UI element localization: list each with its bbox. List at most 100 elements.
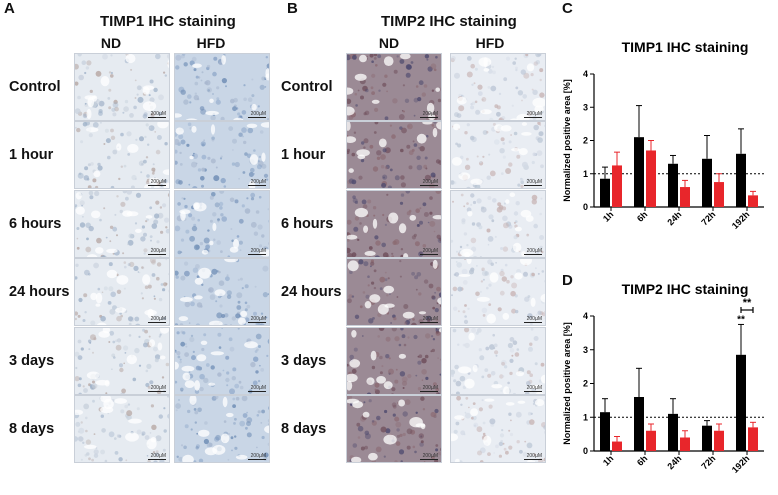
micrograph-tile: 200µM bbox=[174, 258, 270, 326]
scale-bar-label: 200µM bbox=[250, 453, 266, 459]
bar-nd bbox=[600, 178, 610, 207]
scale-bar-line bbox=[148, 322, 166, 323]
y-tick-label: 2 bbox=[583, 136, 588, 146]
bar-hfd bbox=[612, 165, 622, 207]
significance-label: ** bbox=[743, 297, 752, 309]
panel-a-row-label: Control bbox=[9, 79, 61, 95]
panel-b-row-label: 1 hour bbox=[281, 147, 326, 163]
micrograph-tile: 200µM bbox=[174, 53, 270, 121]
panel-b-title: TIMP2 IHC staining bbox=[381, 13, 517, 30]
scale-bar: 200µM bbox=[524, 454, 542, 460]
tissue-texture bbox=[451, 54, 545, 120]
scale-bar-label: 200µM bbox=[526, 316, 542, 322]
y-tick-label: 4 bbox=[583, 311, 588, 321]
micrograph-tile: 200µM bbox=[74, 327, 170, 395]
tissue-texture bbox=[75, 396, 169, 462]
bar-hfd bbox=[748, 195, 758, 207]
micrograph-tile: 200µM bbox=[74, 121, 170, 189]
micrograph-tile: 200µM bbox=[346, 395, 442, 463]
bar-nd bbox=[702, 425, 712, 451]
bar-nd bbox=[668, 163, 678, 207]
micrograph-tile: 200µM bbox=[346, 121, 442, 189]
tissue-texture bbox=[175, 259, 269, 325]
bar-hfd bbox=[646, 150, 656, 207]
scale-bar-label: 200µM bbox=[526, 385, 542, 391]
scale-bar-line bbox=[248, 117, 266, 118]
scale-bar-line bbox=[420, 391, 438, 392]
panel-b-row-label: 6 hours bbox=[281, 216, 334, 232]
micrograph-tile: 200µM bbox=[450, 53, 546, 121]
y-tick-label: 3 bbox=[583, 102, 588, 112]
scale-bar-line bbox=[420, 459, 438, 460]
chart-title: TIMP1 IHC staining bbox=[622, 39, 749, 55]
x-tick-label: 6h bbox=[635, 453, 650, 468]
tissue-texture bbox=[451, 328, 545, 394]
panel-letter-b: B bbox=[287, 0, 298, 17]
tissue-texture bbox=[347, 396, 441, 462]
scale-bar: 200µM bbox=[148, 454, 166, 460]
y-tick-label: 1 bbox=[583, 169, 588, 179]
scale-bar-label: 200µM bbox=[150, 316, 166, 322]
y-tick-label: 0 bbox=[583, 202, 588, 212]
micrograph-tile: 200µM bbox=[346, 258, 442, 326]
y-axis-label: Normalized positive area [%] bbox=[562, 322, 572, 445]
scale-bar-line bbox=[248, 322, 266, 323]
scale-bar: 200µM bbox=[420, 454, 438, 460]
scale-bar-label: 200µM bbox=[526, 179, 542, 185]
panel-a-col-nd: ND bbox=[100, 35, 122, 51]
bar-hfd bbox=[714, 182, 724, 207]
x-tick-label: 6h bbox=[635, 209, 650, 224]
scale-bar: 200µM bbox=[148, 180, 166, 186]
scale-bar-line bbox=[148, 391, 166, 392]
scale-bar-label: 200µM bbox=[526, 111, 542, 117]
micrograph-tile: 200µM bbox=[450, 327, 546, 395]
scale-bar-label: 200µM bbox=[422, 111, 438, 117]
scale-bar: 200µM bbox=[420, 180, 438, 186]
scale-bar: 200µM bbox=[148, 317, 166, 323]
tissue-texture bbox=[347, 191, 441, 257]
chart-d: TIMP2 IHC staining Normalized positive ar… bbox=[562, 281, 764, 475]
tissue-texture bbox=[451, 259, 545, 325]
x-tick-label: 24h bbox=[665, 453, 683, 471]
scale-bar-line bbox=[148, 459, 166, 460]
scale-bar: 200µM bbox=[148, 112, 166, 118]
bar-nd bbox=[634, 137, 644, 207]
scale-bar-line bbox=[524, 459, 542, 460]
scale-bar-line bbox=[420, 254, 438, 255]
scale-bar-line bbox=[420, 322, 438, 323]
scale-bar: 200µM bbox=[524, 249, 542, 255]
significance-marker: ** bbox=[737, 314, 745, 325]
y-tick-label: 2 bbox=[583, 379, 588, 389]
x-tick-label: 1h bbox=[601, 209, 616, 224]
micrograph-tile: 200µM bbox=[450, 395, 546, 463]
scale-bar: 200µM bbox=[248, 317, 266, 323]
tissue-texture bbox=[75, 122, 169, 188]
scale-bar-line bbox=[420, 185, 438, 186]
scale-bar-label: 200µM bbox=[250, 179, 266, 185]
bar-hfd bbox=[748, 427, 758, 451]
scale-bar-line bbox=[524, 254, 542, 255]
chart-c: TIMP1 IHC staining Normalized positive ar… bbox=[562, 39, 764, 231]
scale-bar-label: 200µM bbox=[150, 179, 166, 185]
x-tick-label: 72h bbox=[699, 209, 717, 227]
panel-b-col-nd: ND bbox=[378, 35, 400, 51]
tissue-texture bbox=[451, 396, 545, 462]
scale-bar: 200µM bbox=[420, 317, 438, 323]
scale-bar-label: 200µM bbox=[526, 453, 542, 459]
bar-nd bbox=[736, 354, 746, 451]
scale-bar-label: 200µM bbox=[250, 316, 266, 322]
bar-nd bbox=[702, 158, 712, 207]
tissue-texture bbox=[75, 191, 169, 257]
bar-hfd bbox=[680, 437, 690, 451]
micrograph-tile: 200µM bbox=[74, 53, 170, 121]
scale-bar: 200µM bbox=[248, 249, 266, 255]
panel-letter-c: C bbox=[562, 0, 573, 17]
panel-a-row-label: 8 days bbox=[9, 421, 55, 437]
y-tick-label: 1 bbox=[583, 412, 588, 422]
micrograph-tile: 200µM bbox=[174, 190, 270, 258]
scale-bar: 200µM bbox=[420, 249, 438, 255]
tissue-texture bbox=[175, 191, 269, 257]
chart-title: TIMP2 IHC staining bbox=[622, 281, 749, 297]
bar-hfd bbox=[680, 187, 690, 207]
scale-bar: 200µM bbox=[248, 454, 266, 460]
